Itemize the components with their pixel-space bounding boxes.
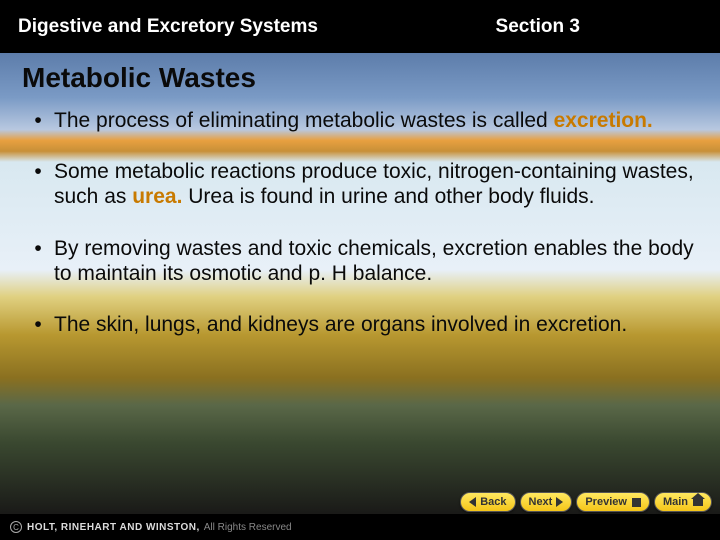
bullet-mark: • (22, 108, 54, 133)
square-icon (632, 498, 641, 507)
back-button[interactable]: Back (460, 492, 515, 512)
header-bar: Digestive and Excretory Systems Section … (0, 0, 720, 53)
preview-button[interactable]: Preview (576, 492, 650, 512)
chapter-title: Digestive and Excretory Systems (0, 16, 496, 38)
back-label: Back (480, 496, 506, 508)
bullet-item: • The process of eliminating metabolic w… (22, 108, 698, 133)
preview-label: Preview (585, 496, 627, 508)
text-pre: The skin, lungs, and kidneys are organs … (54, 313, 627, 336)
text-pre: The process of eliminating metabolic was… (54, 109, 554, 132)
bullet-item: • The skin, lungs, and kidneys are organ… (22, 312, 698, 337)
footer-bar: C HOLT, RINEHART AND WINSTON, All Rights… (0, 514, 720, 540)
main-label: Main (663, 496, 688, 508)
publisher-name: HOLT, RINEHART AND WINSTON, (27, 522, 200, 533)
next-label: Next (529, 496, 553, 508)
copyright-icon: C (10, 521, 22, 533)
vocab-term: excretion. (554, 109, 653, 132)
section-label: Section 3 (496, 16, 720, 38)
nav-bar: Back Next Preview Main (460, 492, 712, 512)
bullet-item: • By removing wastes and toxic chemicals… (22, 236, 698, 286)
bullet-mark: • (22, 236, 54, 286)
home-icon (693, 499, 703, 506)
bullet-text: The process of eliminating metabolic was… (54, 108, 698, 133)
arrow-left-icon (469, 497, 476, 507)
text-post: Urea is found in urine and other body fl… (182, 185, 594, 208)
bullet-item: • Some metabolic reactions produce toxic… (22, 159, 698, 209)
bullet-text: By removing wastes and toxic chemicals, … (54, 236, 698, 286)
rights-text: All Rights Reserved (204, 522, 292, 533)
next-button[interactable]: Next (520, 492, 573, 512)
bullet-text: The skin, lungs, and kidneys are organs … (54, 312, 698, 337)
main-button[interactable]: Main (654, 492, 712, 512)
slide: Digestive and Excretory Systems Section … (0, 0, 720, 540)
bullet-text: Some metabolic reactions produce toxic, … (54, 159, 698, 209)
content-area: • The process of eliminating metabolic w… (22, 108, 698, 363)
arrow-right-icon (556, 497, 563, 507)
slide-title: Metabolic Wastes (22, 62, 256, 94)
bullet-mark: • (22, 159, 54, 209)
text-pre: By removing wastes and toxic chemicals, … (54, 237, 694, 285)
bullet-mark: • (22, 312, 54, 337)
vocab-term: urea. (132, 185, 182, 208)
